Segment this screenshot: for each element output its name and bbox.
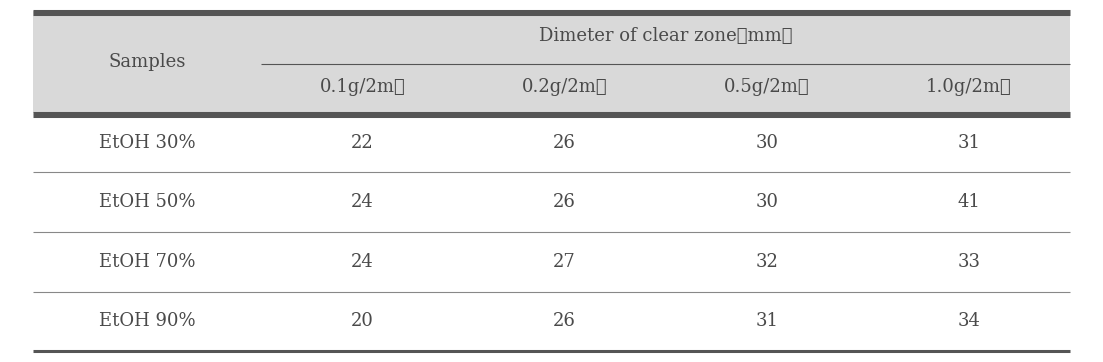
- Text: 27: 27: [553, 253, 576, 271]
- Text: EtOH 50%: EtOH 50%: [99, 193, 195, 211]
- Text: 24: 24: [351, 253, 374, 271]
- Text: 34: 34: [957, 312, 981, 331]
- Text: 33: 33: [957, 253, 981, 271]
- Text: 30: 30: [756, 193, 778, 211]
- Text: 32: 32: [756, 253, 778, 271]
- Text: 0.5g/2mℓ: 0.5g/2mℓ: [724, 79, 810, 96]
- Text: 0.2g/2mℓ: 0.2g/2mℓ: [522, 79, 608, 96]
- Text: 26: 26: [553, 312, 576, 331]
- Text: 31: 31: [756, 312, 778, 331]
- Text: 26: 26: [553, 134, 576, 152]
- Text: 26: 26: [553, 193, 576, 211]
- Text: 24: 24: [351, 193, 374, 211]
- Text: 30: 30: [756, 134, 778, 152]
- Text: EtOH 30%: EtOH 30%: [99, 134, 195, 152]
- Text: 22: 22: [351, 134, 374, 152]
- Text: 1.0g/2mℓ: 1.0g/2mℓ: [925, 79, 1011, 96]
- Polygon shape: [33, 11, 1070, 113]
- Text: EtOH 90%: EtOH 90%: [99, 312, 195, 331]
- Text: Dimeter of clear zone（mm）: Dimeter of clear zone（mm）: [538, 28, 792, 45]
- Text: Samples: Samples: [108, 53, 185, 71]
- Text: 31: 31: [957, 134, 981, 152]
- Text: 0.1g/2mℓ: 0.1g/2mℓ: [320, 79, 405, 96]
- Text: 20: 20: [351, 312, 374, 331]
- Text: EtOH 70%: EtOH 70%: [99, 253, 195, 271]
- Text: 41: 41: [957, 193, 981, 211]
